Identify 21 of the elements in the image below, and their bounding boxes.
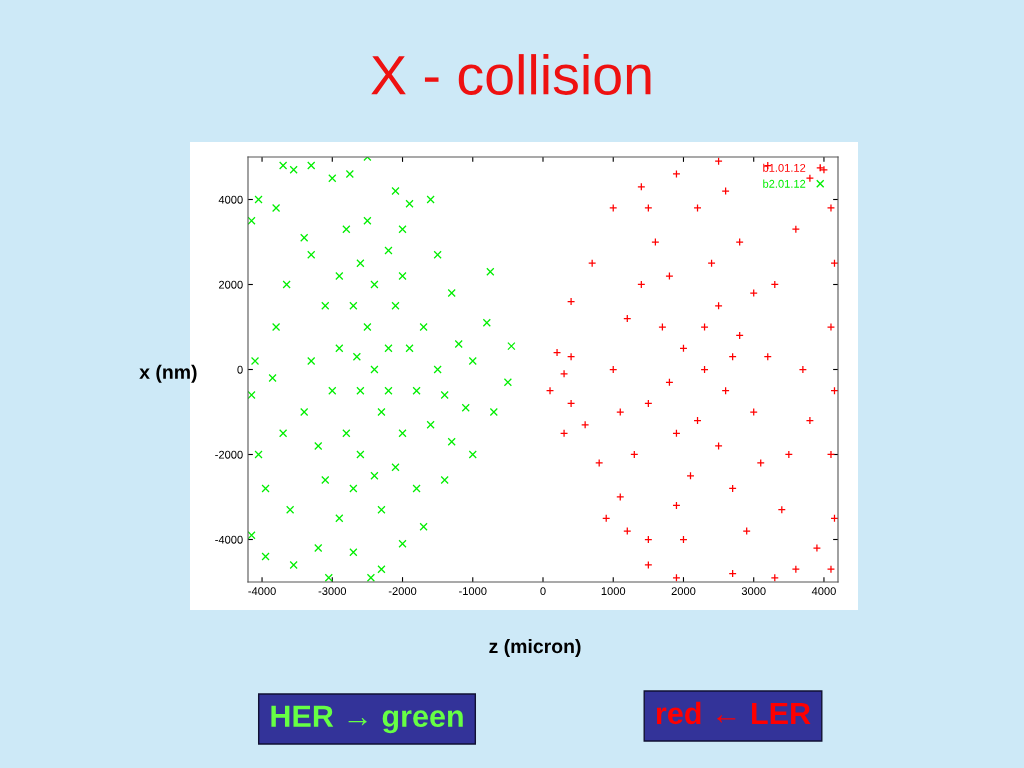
x-tick-label: 2000 [671, 587, 696, 596]
y-tick-label: 2000 [218, 280, 243, 289]
x-axis-title: z (micron) [489, 638, 581, 658]
text: red ← LER [656, 701, 811, 725]
x-tick-label: -4000 [248, 587, 276, 596]
x-tick-label: -2000 [388, 587, 417, 596]
x-tick-label: -1000 [459, 587, 487, 596]
legend-label: b1.01.12 [763, 163, 806, 172]
x-tick-label: 3000 [741, 587, 766, 596]
x-tick-label: 4000 [811, 587, 836, 596]
y-tick-label: -4000 [215, 535, 243, 544]
chart-title: X - collision [371, 54, 651, 95]
y-tick-label: 0 [237, 365, 243, 374]
y-axis-title: x (nm) [139, 364, 197, 383]
x-tick-label: 1000 [601, 587, 626, 596]
legend-label: b2.01.12 [763, 179, 806, 188]
x-tick-label: 0 [540, 587, 546, 596]
text: HER → green [271, 705, 463, 734]
x-tick-label: -3000 [318, 587, 347, 596]
y-tick-label: -2000 [215, 450, 243, 459]
y-tick-label: 4000 [218, 195, 243, 204]
